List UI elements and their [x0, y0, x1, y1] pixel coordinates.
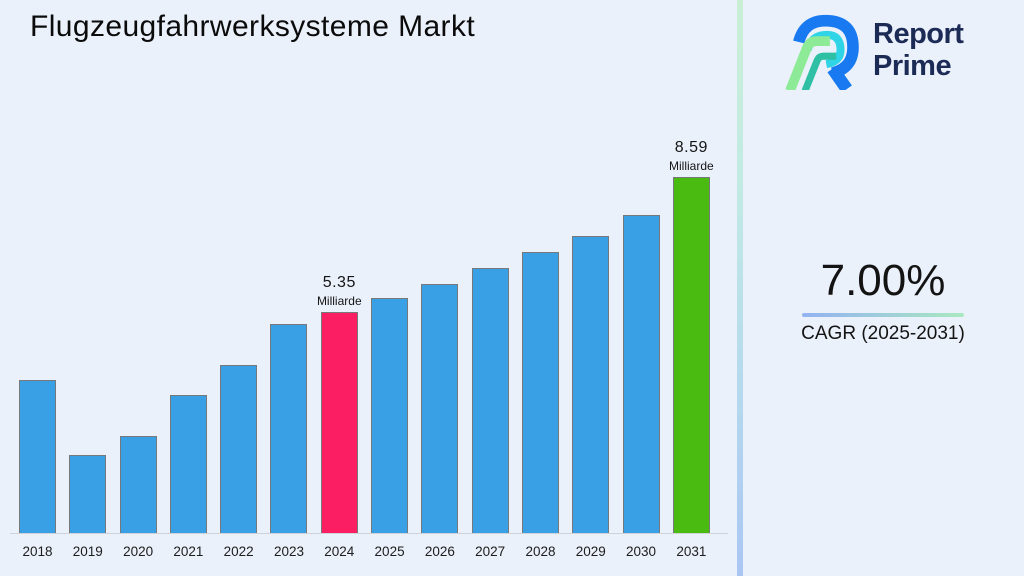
page-title: Flugzeugfahrwerksysteme Markt: [30, 10, 476, 43]
bar-2019: [69, 455, 107, 534]
bar-2025: [371, 298, 409, 534]
bar-2029: [572, 236, 610, 534]
cagr-underline: [802, 313, 964, 317]
bar-2023: [270, 324, 308, 534]
x-tick-2031: 2031: [676, 544, 707, 559]
cagr-block: 7.00% CAGR (2025-2031): [771, 256, 995, 345]
bar-2027: [471, 268, 509, 534]
x-tick-2026: 2026: [424, 544, 455, 559]
bar-chart: 5.35 Milliarde 8.59 Milliarde: [19, 139, 714, 534]
cagr-label: CAGR (2025-2031): [801, 323, 965, 344]
bar-annotation-2024: 5.35 Milliarde: [289, 274, 389, 308]
bar-2020: [119, 436, 157, 534]
bar-2028: [521, 252, 559, 534]
x-tick-2023: 2023: [273, 544, 304, 559]
bar-2021: [169, 395, 207, 534]
x-tick-2021: 2021: [173, 544, 204, 559]
report-prime-logo-icon: [785, 14, 859, 90]
cagr-value: 7.00%: [820, 256, 946, 305]
vertical-divider: [737, 0, 743, 576]
x-tick-2027: 2027: [475, 544, 506, 559]
bar-annotation-unit: Milliarde: [669, 159, 714, 173]
bar-2030: [622, 215, 660, 534]
x-tick-2028: 2028: [525, 544, 556, 559]
x-tick-2024: 2024: [324, 544, 355, 559]
x-tick-2029: 2029: [575, 544, 606, 559]
x-tick-2030: 2030: [626, 544, 657, 559]
logo-wordmark: Report Prime: [873, 18, 964, 82]
bar-2026: [421, 284, 459, 534]
x-tick-2022: 2022: [223, 544, 254, 559]
logo-word-prime: Prime: [873, 50, 952, 82]
x-tick-2018: 2018: [22, 544, 53, 559]
x-axis: 2018 2019 2020 2021 2022 2023 2024 2025 2026 2027…: [19, 544, 710, 559]
bar-2024: 5.35 Milliarde: [317, 274, 362, 534]
x-tick-2025: 2025: [374, 544, 405, 559]
bar-annotation-value: 5.35: [322, 274, 356, 291]
bar-2018: [19, 380, 56, 534]
bar-annotation-value: 8.59: [674, 139, 708, 156]
bar-2031: 8.59 Milliarde: [669, 139, 714, 534]
logo: Report Prime: [781, 10, 964, 90]
logo-word-report: Report: [873, 18, 964, 50]
bar-annotation-unit: Milliarde: [316, 294, 362, 308]
x-axis-line: [10, 533, 728, 534]
x-tick-2020: 2020: [123, 544, 154, 559]
bar-annotation-2031: 8.59 Milliarde: [641, 139, 741, 173]
x-tick-2019: 2019: [72, 544, 103, 559]
bar-2022: [220, 365, 258, 534]
